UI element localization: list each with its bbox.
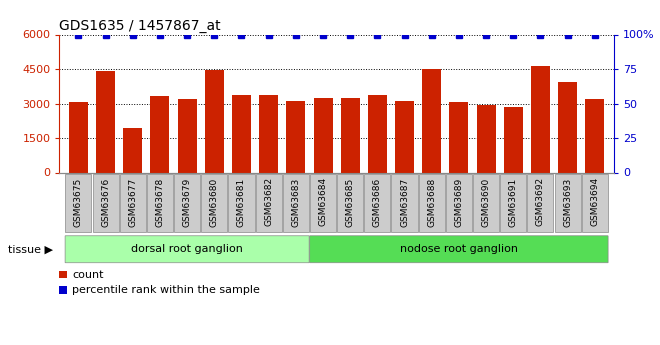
Text: GSM63691: GSM63691 (509, 177, 517, 227)
FancyBboxPatch shape (500, 174, 526, 232)
Text: GSM63676: GSM63676 (101, 177, 110, 227)
FancyBboxPatch shape (174, 174, 200, 232)
Bar (531, 66, 550, 172)
Text: GSM63685: GSM63685 (346, 177, 354, 227)
Bar (558, 82, 577, 172)
Text: GSM63680: GSM63680 (210, 177, 219, 227)
Text: GSM63688: GSM63688 (427, 177, 436, 227)
Text: GSM63692: GSM63692 (536, 177, 545, 226)
Bar (150, 96, 170, 172)
FancyBboxPatch shape (92, 174, 119, 232)
Text: percentile rank within the sample: percentile rank within the sample (73, 285, 260, 295)
FancyBboxPatch shape (364, 174, 391, 232)
Text: GSM63684: GSM63684 (319, 177, 327, 226)
Bar (504, 107, 523, 172)
Text: GSM63686: GSM63686 (373, 177, 382, 227)
FancyBboxPatch shape (527, 174, 554, 232)
Text: GSM63675: GSM63675 (74, 177, 83, 227)
FancyBboxPatch shape (201, 174, 227, 232)
FancyBboxPatch shape (581, 174, 608, 232)
FancyBboxPatch shape (310, 174, 336, 232)
FancyBboxPatch shape (418, 174, 445, 232)
Bar (286, 101, 306, 172)
FancyBboxPatch shape (65, 236, 309, 263)
FancyBboxPatch shape (473, 174, 499, 232)
Text: dorsal root ganglion: dorsal root ganglion (131, 244, 243, 254)
Text: GSM63694: GSM63694 (590, 177, 599, 226)
Bar (477, 105, 496, 172)
Bar (178, 99, 197, 172)
Text: GSM63682: GSM63682 (264, 177, 273, 226)
Bar (232, 96, 251, 172)
FancyBboxPatch shape (147, 174, 173, 232)
FancyBboxPatch shape (228, 174, 255, 232)
FancyBboxPatch shape (337, 174, 363, 232)
FancyBboxPatch shape (65, 174, 92, 232)
Text: count: count (73, 270, 104, 279)
Text: GSM63689: GSM63689 (454, 177, 463, 227)
FancyBboxPatch shape (119, 174, 146, 232)
Bar (69, 102, 88, 172)
Text: GSM63678: GSM63678 (156, 177, 164, 227)
FancyBboxPatch shape (391, 174, 418, 232)
Bar (395, 101, 414, 172)
Text: GSM63690: GSM63690 (482, 177, 490, 227)
Bar (259, 96, 278, 172)
FancyBboxPatch shape (310, 236, 608, 263)
FancyBboxPatch shape (446, 174, 472, 232)
Bar (96, 71, 115, 172)
Bar (341, 98, 360, 172)
Text: GSM63677: GSM63677 (128, 177, 137, 227)
Bar (368, 95, 387, 172)
Text: GSM63681: GSM63681 (237, 177, 246, 227)
Bar (449, 102, 469, 172)
FancyBboxPatch shape (554, 174, 581, 232)
Bar (422, 69, 442, 172)
FancyBboxPatch shape (255, 174, 282, 232)
Text: GSM63679: GSM63679 (183, 177, 191, 227)
Text: nodose root ganglion: nodose root ganglion (400, 244, 518, 254)
Text: GSM63693: GSM63693 (563, 177, 572, 227)
FancyBboxPatch shape (282, 174, 309, 232)
Text: GDS1635 / 1457867_at: GDS1635 / 1457867_at (59, 19, 221, 33)
Bar (314, 98, 333, 172)
Bar (205, 70, 224, 172)
Text: GSM63683: GSM63683 (291, 177, 300, 227)
Text: GSM63687: GSM63687 (400, 177, 409, 227)
Bar (585, 99, 605, 172)
Bar (123, 128, 143, 172)
Text: tissue ▶: tissue ▶ (8, 244, 53, 254)
